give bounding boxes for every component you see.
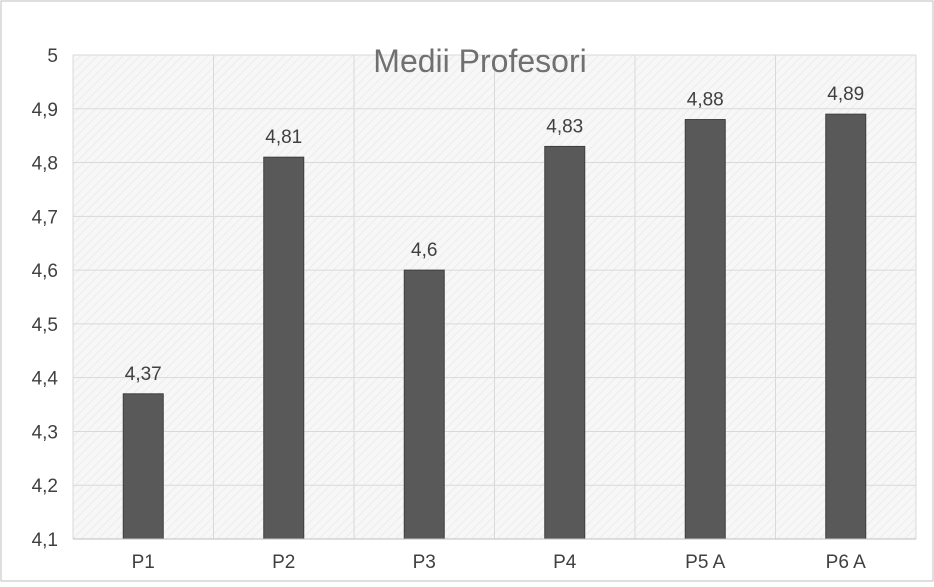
y-tick-label: 4,8 [32,154,58,175]
y-tick-label: 5 [47,46,58,67]
bars [122,113,867,540]
data-label: 4,83 [546,116,583,137]
data-labels: 4,37 4,81 4,6 4,83 4,88 4,89 [125,84,864,385]
data-label: 4,89 [827,84,864,105]
y-tick-label: 4,6 [32,261,58,282]
y-tick-label: 4,4 [32,369,59,390]
bar [403,269,445,540]
x-tick-label: P4 [553,552,577,573]
data-label: 4,37 [125,364,162,385]
data-label: 4,81 [265,127,302,148]
x-tick-label: P5 A [685,552,725,573]
y-axis: 4,1 4,2 4,3 4,4 4,5 4,6 4,7 4,8 4,9 5 [32,46,59,551]
y-tick-label: 4,7 [32,207,58,228]
y-tick-label: 4,2 [32,476,58,497]
x-axis: P1 P2 P3 P4 P5 A P6 A [73,538,916,573]
x-tick-label: P2 [272,552,295,573]
y-tick-label: 4,9 [32,100,58,121]
x-tick-label: P6 A [826,552,866,573]
data-label: 4,88 [687,90,724,111]
bar [122,393,164,540]
bar [544,145,586,540]
y-tick-label: 4,1 [32,530,58,551]
y-tick-label: 4,5 [32,315,58,336]
chart-title: Medii Profesori [373,43,586,79]
data-label: 4,6 [411,240,437,261]
gridlines [72,54,917,540]
x-tick-label: P3 [413,552,436,573]
bar [684,119,726,540]
x-tick-label: P1 [132,552,155,573]
bar [263,156,305,540]
bar [825,113,867,540]
y-tick-label: 4,3 [32,422,58,443]
